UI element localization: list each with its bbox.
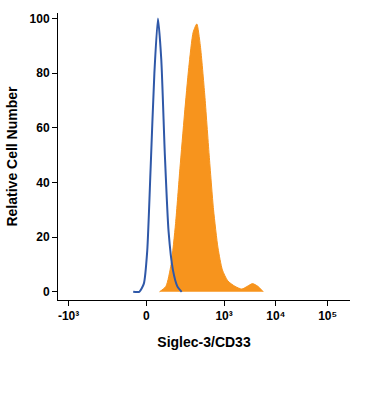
svg-text:0: 0 xyxy=(143,309,150,323)
svg-text:Relative Cell Number: Relative Cell Number xyxy=(4,86,20,227)
svg-text:60: 60 xyxy=(36,121,50,135)
svg-text:100: 100 xyxy=(30,12,50,26)
svg-text:10⁵: 10⁵ xyxy=(318,309,337,323)
svg-text:-10³: -10³ xyxy=(58,309,79,323)
svg-text:20: 20 xyxy=(36,230,50,244)
svg-text:0: 0 xyxy=(43,285,50,299)
svg-text:Siglec-3/CD33: Siglec-3/CD33 xyxy=(157,334,251,350)
svg-text:40: 40 xyxy=(36,176,50,190)
svg-text:10⁴: 10⁴ xyxy=(266,309,285,323)
svg-text:10³: 10³ xyxy=(215,309,232,323)
svg-text:80: 80 xyxy=(36,66,50,80)
